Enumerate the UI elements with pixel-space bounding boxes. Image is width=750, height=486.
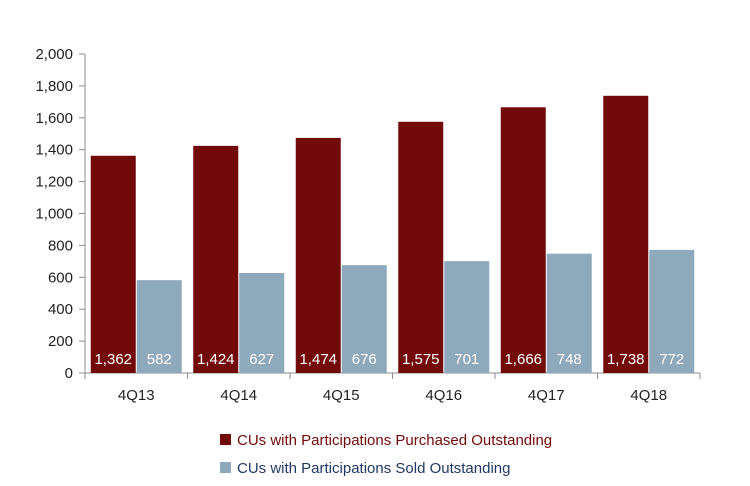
data-label: 1,474 <box>299 351 337 368</box>
x-tick-label: 4Q16 <box>425 387 462 404</box>
y-tick-label: 600 <box>48 269 73 286</box>
bar-sold <box>239 272 285 373</box>
bar-purchased <box>193 145 239 373</box>
legend-label: CUs with Participations Purchased Outsta… <box>237 432 552 449</box>
data-label: 582 <box>147 351 172 368</box>
data-label: 1,575 <box>402 351 440 368</box>
legend-swatch <box>220 462 231 473</box>
legend: CUs with Participations Purchased Outsta… <box>220 432 552 477</box>
x-tick-label: 4Q15 <box>323 387 360 404</box>
data-label: 748 <box>557 351 582 368</box>
bar-sold <box>136 280 182 373</box>
x-tick-label: 4Q14 <box>220 387 257 404</box>
y-tick-label: 800 <box>48 237 73 254</box>
x-tick-label: 4Q13 <box>118 387 155 404</box>
legend-swatch <box>220 434 231 445</box>
bar-purchased <box>603 95 649 373</box>
y-tick-label: 400 <box>48 301 73 318</box>
data-label: 1,666 <box>504 351 542 368</box>
data-label: 676 <box>352 351 377 368</box>
data-label: 627 <box>249 351 274 368</box>
legend-label: CUs with Participations Sold Outstanding <box>237 460 510 477</box>
bar-sold <box>546 253 592 373</box>
x-tick-label: 4Q18 <box>630 387 667 404</box>
bar-purchased <box>90 155 136 373</box>
bar-purchased <box>398 121 444 373</box>
bar-sold <box>341 265 387 373</box>
y-tick-label: 1,400 <box>35 142 73 159</box>
y-tick-label: 1,600 <box>35 110 73 127</box>
y-tick-label: 0 <box>65 365 73 382</box>
data-label: 772 <box>659 351 684 368</box>
x-tick-label: 4Q17 <box>528 387 565 404</box>
bar-purchased <box>295 137 341 373</box>
bar-sold <box>649 249 695 373</box>
y-tick-label: 1,000 <box>35 206 73 223</box>
bar-sold <box>444 261 490 373</box>
data-labels: 1,362 1,424 1,474 1,575 1,666 1,738 582 627 676 7… <box>94 351 684 368</box>
y-tick-label: 200 <box>48 333 73 350</box>
y-tick-label: 1,800 <box>35 78 73 95</box>
y-axis: 0 200 400 600 800 1,000 1,200 1,400 1,600 1,800 2,… <box>35 46 86 382</box>
data-label: 1,424 <box>197 351 235 368</box>
data-label: 1,738 <box>607 351 645 368</box>
bar-series <box>90 95 695 373</box>
y-tick-label: 1,200 <box>35 174 73 191</box>
bar-purchased <box>500 107 546 373</box>
data-label: 1,362 <box>94 351 132 368</box>
y-tick-label: 2,000 <box>35 46 73 63</box>
x-axis: 4Q13 4Q14 4Q15 4Q16 4Q17 4Q18 <box>84 372 701 404</box>
data-label: 701 <box>454 351 479 368</box>
